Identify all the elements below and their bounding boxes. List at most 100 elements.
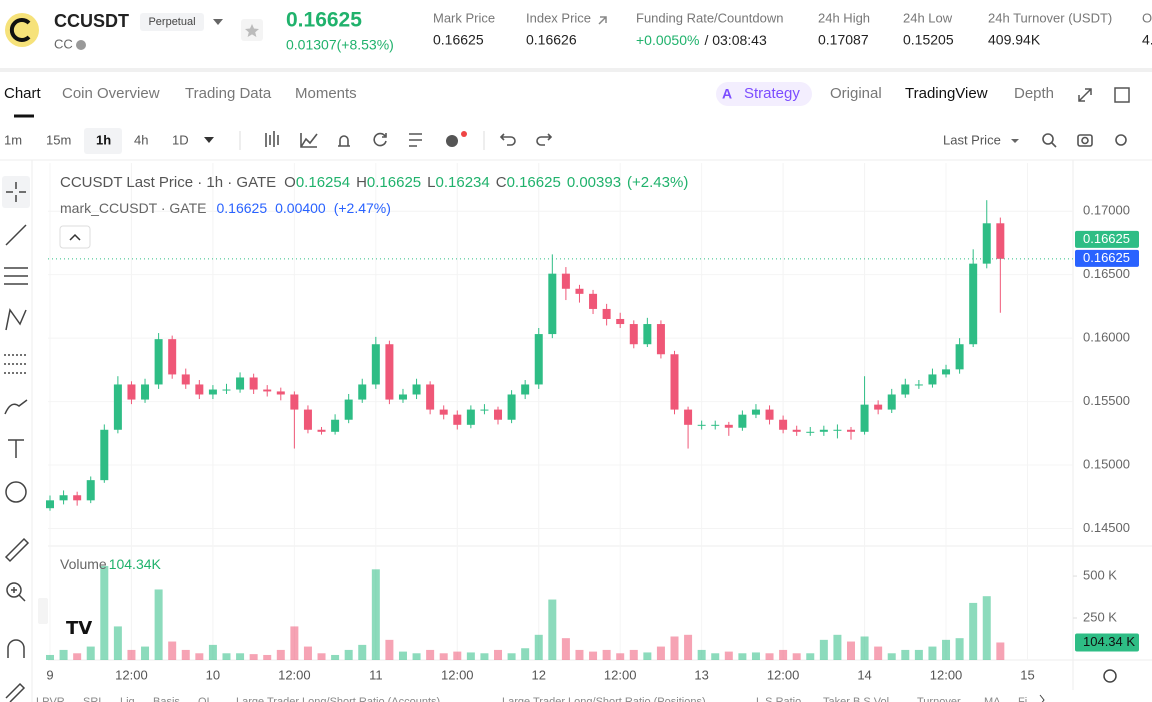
brush-tool[interactable] — [4, 399, 28, 415]
price-type-caret[interactable] — [1011, 139, 1019, 143]
pattern-tool[interactable] — [5, 308, 27, 331]
indicator-tab[interactable]: LPVR — [36, 696, 65, 702]
window-icon[interactable] — [1114, 87, 1130, 103]
x-tick-label: 12:00 — [930, 667, 963, 682]
indicator-tab[interactable]: MA — [984, 696, 1001, 702]
redo-icon[interactable] — [536, 133, 553, 146]
interval-dropdown[interactable] — [204, 137, 214, 143]
candle-body — [507, 394, 516, 420]
magnet-tool[interactable] — [7, 639, 25, 658]
candle-body — [575, 288, 584, 294]
tab[interactable]: Moments — [295, 85, 357, 102]
indicator-tab[interactable]: Liq — [120, 696, 135, 702]
candle-body — [833, 429, 842, 431]
collapse-legend[interactable] — [59, 225, 91, 249]
tab[interactable]: Strategy — [744, 85, 800, 102]
volume-bar — [507, 653, 516, 660]
replay-icon[interactable] — [373, 132, 387, 147]
volume-bar — [792, 653, 801, 660]
candle-body — [398, 394, 407, 400]
stat-value: 0.17087 — [818, 32, 869, 48]
stat-label: Index Price — [526, 10, 591, 25]
candle-body — [874, 404, 883, 410]
camera-icon[interactable] — [1077, 134, 1093, 147]
volume-tick-label: 500 K — [1083, 567, 1117, 582]
axis-settings[interactable] — [1103, 669, 1117, 683]
legend-item: Volume — [60, 556, 107, 572]
volume-badge — [1075, 633, 1139, 652]
interval[interactable]: 1m — [4, 132, 22, 147]
volume-bar — [303, 646, 312, 660]
candle-body — [914, 384, 923, 386]
volume-bar — [46, 654, 54, 660]
indicator-tab[interactable]: Large Trader Long/Short Ratio (Positions… — [502, 696, 706, 702]
volume-bar — [860, 636, 869, 660]
line-tool[interactable] — [5, 224, 27, 246]
indicator-tab[interactable]: Basis — [153, 696, 180, 702]
indicator-tab[interactable]: Fi — [1018, 696, 1027, 702]
indicator-tab[interactable]: Taker B.S Vol — [823, 696, 889, 702]
add-indicator-icon[interactable] — [446, 135, 458, 147]
candle-body — [358, 384, 367, 400]
volume-bar — [874, 646, 883, 660]
candle-body — [792, 429, 801, 432]
candle-body — [466, 409, 475, 425]
strategy-pill[interactable] — [716, 82, 812, 106]
tab[interactable]: Depth — [1014, 85, 1054, 102]
volume-bar — [181, 649, 190, 660]
tab[interactable]: Trading Data — [185, 85, 272, 102]
interval[interactable]: 15m — [46, 132, 71, 147]
crosshair-tool[interactable] — [6, 182, 26, 202]
indicator-icon[interactable] — [300, 133, 318, 148]
search-icon[interactable] — [1042, 133, 1054, 145]
dropdown-icon[interactable] — [213, 19, 223, 25]
volume-bar — [208, 644, 217, 660]
tab[interactable]: Original — [830, 85, 882, 102]
indicator-tab[interactable]: OI — [198, 696, 210, 702]
candle-body — [276, 391, 285, 395]
zoom-tool[interactable] — [6, 582, 22, 598]
tab[interactable]: TradingView — [905, 85, 988, 102]
volume-badge-label: 104.34 K — [1083, 634, 1135, 649]
legend-item: O — [284, 174, 296, 191]
undo-icon[interactable] — [499, 133, 516, 146]
tab[interactable]: Chart — [4, 85, 42, 102]
tab[interactable]: Coin Overview — [62, 85, 160, 102]
fib-tool[interactable] — [4, 267, 28, 285]
ruler-tool[interactable] — [4, 537, 30, 563]
indicator-tab[interactable]: Turnover — [917, 696, 961, 702]
candle-body — [181, 374, 190, 385]
volume-bar — [358, 644, 367, 660]
interval[interactable]: 1h — [96, 132, 111, 147]
fullscreen-icon[interactable] — [1078, 88, 1092, 102]
candle-icon[interactable] — [265, 131, 279, 147]
projection-tool[interactable] — [4, 354, 28, 374]
stat-value: 0.16626 — [526, 32, 577, 48]
template-icon[interactable] — [409, 133, 422, 147]
indicator-tab[interactable]: L.S Ratio — [756, 696, 801, 702]
candle-body — [765, 409, 774, 420]
price-type[interactable]: Last Price — [943, 132, 1001, 147]
stat-value: 4. — [1142, 32, 1152, 48]
text-tool[interactable] — [8, 439, 24, 458]
y-tick-label: 0.14500 — [1083, 520, 1130, 535]
legend-item: 0.16625 — [367, 174, 421, 191]
emoji-tool[interactable] — [5, 481, 27, 503]
candle-body — [751, 409, 760, 415]
interval[interactable]: 4h — [134, 132, 148, 147]
stat-label: O — [1142, 10, 1152, 25]
legend-item: 104.34K — [109, 556, 162, 572]
settings-icon[interactable] — [1115, 134, 1127, 146]
indicator-tab[interactable]: SRI — [83, 696, 101, 702]
lock-tool[interactable] — [5, 682, 26, 702]
candle-body — [521, 384, 530, 395]
interval[interactable]: 1D — [172, 132, 189, 147]
indicator-tab[interactable]: Large Trader Long/Short Ratio (Accounts) — [236, 696, 440, 702]
collapse-handle[interactable] — [38, 598, 48, 624]
scroll-right[interactable] — [1039, 694, 1045, 702]
candle-body — [439, 409, 448, 415]
strategy-icon: A — [722, 86, 732, 102]
volume-bar — [249, 654, 258, 660]
alert-icon[interactable] — [338, 135, 350, 147]
legend-line: Volume 104.34K — [60, 556, 162, 572]
